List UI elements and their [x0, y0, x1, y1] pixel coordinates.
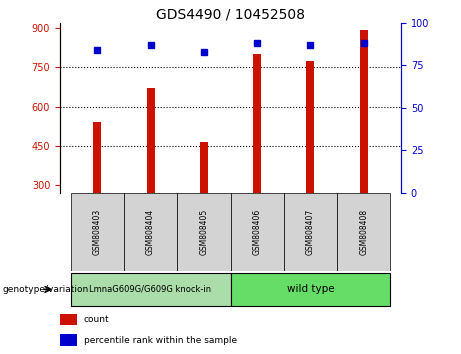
Bar: [307, 61, 314, 193]
Text: wild type: wild type: [287, 284, 334, 295]
Bar: [60, 314, 77, 325]
Text: GSM808407: GSM808407: [306, 209, 315, 255]
FancyBboxPatch shape: [71, 273, 230, 306]
FancyBboxPatch shape: [71, 193, 124, 271]
Bar: [60, 334, 77, 346]
FancyBboxPatch shape: [337, 193, 390, 271]
Bar: [93, 122, 101, 193]
FancyBboxPatch shape: [177, 193, 230, 271]
Text: genotype/variation: genotype/variation: [2, 285, 89, 294]
Text: percentile rank within the sample: percentile rank within the sample: [84, 336, 237, 345]
Bar: [253, 55, 261, 193]
Bar: [360, 29, 368, 193]
Text: GSM808406: GSM808406: [253, 209, 262, 255]
Bar: [200, 142, 208, 193]
Text: GSM808405: GSM808405: [199, 209, 208, 255]
Bar: [147, 88, 154, 193]
Text: GSM808403: GSM808403: [93, 209, 102, 255]
Title: GDS4490 / 10452508: GDS4490 / 10452508: [156, 8, 305, 22]
Text: LmnaG609G/G609G knock-in: LmnaG609G/G609G knock-in: [89, 285, 212, 294]
Text: GSM808408: GSM808408: [359, 209, 368, 255]
Text: GSM808404: GSM808404: [146, 209, 155, 255]
FancyBboxPatch shape: [124, 193, 177, 271]
FancyBboxPatch shape: [284, 193, 337, 271]
FancyBboxPatch shape: [230, 273, 390, 306]
FancyBboxPatch shape: [230, 193, 284, 271]
Text: count: count: [84, 315, 109, 325]
